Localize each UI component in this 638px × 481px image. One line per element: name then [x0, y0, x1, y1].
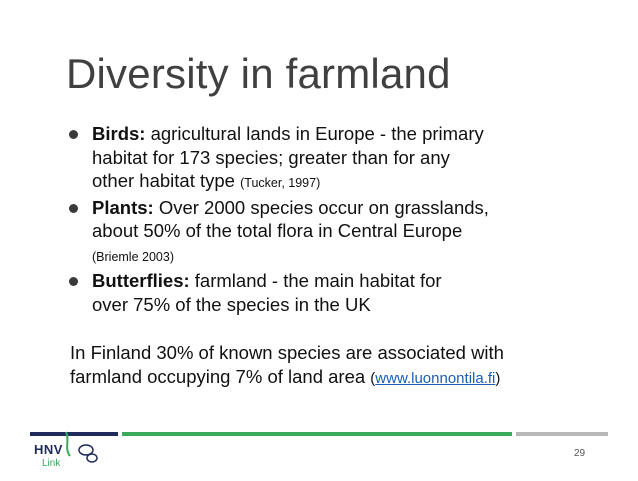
citation: (Tucker, 1997) — [240, 176, 321, 190]
page-number: 29 — [574, 448, 586, 459]
bullet-dot-icon — [69, 130, 78, 139]
logo-graphic-icon — [65, 431, 98, 463]
bullet-dot-icon — [69, 277, 78, 286]
bullet-list: Birds: agricultural lands in Europe - th… — [66, 122, 626, 316]
bullet-text: agricultural lands in Europe - the prima… — [145, 123, 484, 144]
paren-close: ) — [495, 370, 501, 387]
hnv-link-logo: HNV Link — [26, 430, 116, 476]
bullet-label: Birds: — [92, 123, 146, 144]
citation: (Briemle 2003) — [92, 249, 174, 264]
bullet-text: Over 2000 species occur on grasslands, — [153, 196, 489, 218]
slide-title: Diversity in farmland — [66, 50, 451, 97]
bullet-butterflies: Butterflies: farmland - the main habitat… — [66, 269, 626, 316]
finland-note: In Finland 30% of known species are asso… — [70, 341, 590, 391]
bullet-text: other habitat type — [92, 170, 241, 191]
bullet-plants: Plants: Over 2000 species occur on grass… — [66, 196, 626, 270]
bullet-text: farmland - the main habitat for — [189, 270, 442, 291]
bullet-dot-icon — [69, 203, 78, 213]
footer-bar-gray — [516, 432, 608, 436]
paren-open: ( — [370, 370, 376, 387]
note-text: farmland occupying 7% of land area — [70, 366, 371, 387]
bullet-label: Butterflies: — [92, 270, 190, 291]
source-link[interactable]: www.luonnontila.fi — [375, 370, 496, 387]
footer-bar-navy — [30, 432, 118, 436]
footer-bar-green — [122, 432, 512, 436]
bullet-birds: Birds: agricultural lands in Europe - th… — [66, 122, 626, 196]
bullet-text: habitat for 173 species; greater than fo… — [92, 146, 450, 168]
bullet-text: over 75% of the species in the UK — [92, 293, 371, 315]
bullet-text: about 50% of the total flora in Central … — [92, 220, 463, 241]
note-text: In Finland 30% of known species are asso… — [70, 342, 504, 363]
logo-subtext: Link — [42, 458, 61, 469]
logo-text: HNV — [34, 442, 63, 457]
bullet-label: Plants: — [92, 196, 154, 218]
